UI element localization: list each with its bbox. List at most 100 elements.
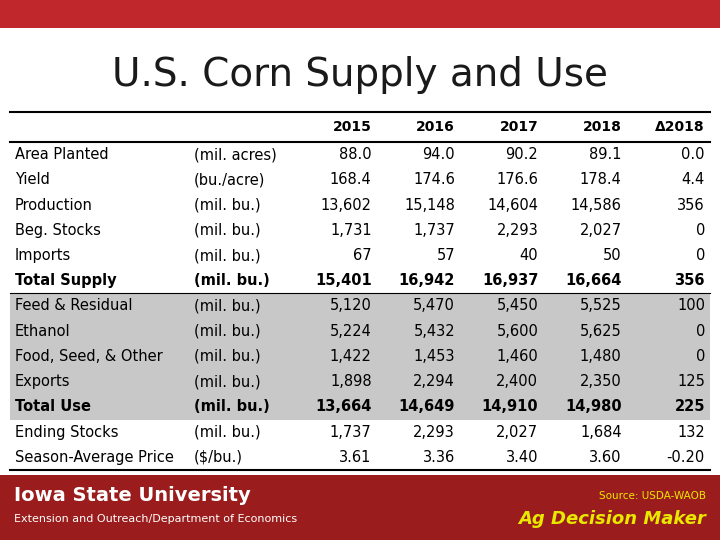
Text: Total Supply: Total Supply <box>15 273 117 288</box>
Text: 1,737: 1,737 <box>330 424 372 440</box>
Text: 356: 356 <box>678 198 705 213</box>
Text: 3.36: 3.36 <box>423 450 455 465</box>
Text: 2015: 2015 <box>333 120 372 134</box>
Text: 90.2: 90.2 <box>505 147 539 162</box>
Text: 5,470: 5,470 <box>413 299 455 314</box>
Text: 225: 225 <box>675 400 705 414</box>
Text: 5,450: 5,450 <box>497 299 539 314</box>
Text: (mil. bu.): (mil. bu.) <box>194 424 261 440</box>
Text: 14,910: 14,910 <box>482 400 539 414</box>
Text: 14,586: 14,586 <box>571 198 621 213</box>
Text: 132: 132 <box>678 424 705 440</box>
Text: (mil. bu.): (mil. bu.) <box>194 349 261 364</box>
FancyBboxPatch shape <box>0 0 720 28</box>
Text: (mil. acres): (mil. acres) <box>194 147 277 162</box>
FancyBboxPatch shape <box>10 167 710 192</box>
Text: Feed & Residual: Feed & Residual <box>15 299 132 314</box>
Text: 2016: 2016 <box>416 120 455 134</box>
Text: 0: 0 <box>696 349 705 364</box>
Text: Beg. Stocks: Beg. Stocks <box>15 223 101 238</box>
Text: 89.1: 89.1 <box>589 147 621 162</box>
Text: 3.60: 3.60 <box>589 450 621 465</box>
Text: ($/bu.): ($/bu.) <box>194 450 243 465</box>
FancyBboxPatch shape <box>10 394 710 420</box>
Text: Imports: Imports <box>15 248 71 263</box>
Text: Source: USDA-WAOB: Source: USDA-WAOB <box>598 491 706 501</box>
Text: (bu./acre): (bu./acre) <box>194 172 266 187</box>
Text: 50: 50 <box>603 248 621 263</box>
Text: 2,027: 2,027 <box>580 223 621 238</box>
Text: Δ2018: Δ2018 <box>655 120 705 134</box>
Text: 1,737: 1,737 <box>413 223 455 238</box>
Text: 1,480: 1,480 <box>580 349 621 364</box>
FancyBboxPatch shape <box>10 293 710 319</box>
Text: (mil. bu.): (mil. bu.) <box>194 198 261 213</box>
FancyBboxPatch shape <box>10 192 710 218</box>
Text: Yield: Yield <box>15 172 50 187</box>
Text: 1,898: 1,898 <box>330 374 372 389</box>
Text: Extension and Outreach/Department of Economics: Extension and Outreach/Department of Eco… <box>14 515 297 524</box>
Text: 16,937: 16,937 <box>482 273 539 288</box>
Text: 4.4: 4.4 <box>682 172 705 187</box>
FancyBboxPatch shape <box>10 369 710 394</box>
Text: 1,460: 1,460 <box>497 349 539 364</box>
Text: 2017: 2017 <box>500 120 539 134</box>
FancyBboxPatch shape <box>10 445 710 470</box>
Text: 13,664: 13,664 <box>315 400 372 414</box>
Text: (mil. bu.): (mil. bu.) <box>194 299 261 314</box>
Text: (mil. bu.): (mil. bu.) <box>194 374 261 389</box>
Text: 5,224: 5,224 <box>330 324 372 339</box>
Text: 2,400: 2,400 <box>496 374 539 389</box>
Text: 13,602: 13,602 <box>320 198 372 213</box>
Text: 0: 0 <box>696 248 705 263</box>
Text: 5,120: 5,120 <box>330 299 372 314</box>
FancyBboxPatch shape <box>10 344 710 369</box>
Text: Iowa State University: Iowa State University <box>14 486 251 505</box>
Text: 15,401: 15,401 <box>315 273 372 288</box>
Text: 0: 0 <box>696 324 705 339</box>
Text: Production: Production <box>15 198 93 213</box>
FancyBboxPatch shape <box>10 319 710 344</box>
FancyBboxPatch shape <box>10 268 710 293</box>
Text: 5,625: 5,625 <box>580 324 621 339</box>
Text: 16,942: 16,942 <box>399 273 455 288</box>
Text: U.S. Corn Supply and Use: U.S. Corn Supply and Use <box>112 56 608 94</box>
Text: 176.6: 176.6 <box>496 172 539 187</box>
Text: 40: 40 <box>520 248 539 263</box>
Text: 2,027: 2,027 <box>496 424 539 440</box>
Text: 15,148: 15,148 <box>404 198 455 213</box>
Text: Ethanol: Ethanol <box>15 324 71 339</box>
Text: 2,293: 2,293 <box>497 223 539 238</box>
Text: 168.4: 168.4 <box>330 172 372 187</box>
Text: 57: 57 <box>436 248 455 263</box>
Text: Exports: Exports <box>15 374 71 389</box>
Text: Food, Seed, & Other: Food, Seed, & Other <box>15 349 163 364</box>
Text: 2018: 2018 <box>582 120 621 134</box>
Text: Season-Average Price: Season-Average Price <box>15 450 174 465</box>
Text: 174.6: 174.6 <box>413 172 455 187</box>
Text: 2,293: 2,293 <box>413 424 455 440</box>
FancyBboxPatch shape <box>0 475 720 540</box>
FancyBboxPatch shape <box>10 420 710 445</box>
FancyBboxPatch shape <box>10 243 710 268</box>
Text: -0.20: -0.20 <box>667 450 705 465</box>
Text: 94.0: 94.0 <box>423 147 455 162</box>
Text: 0: 0 <box>696 223 705 238</box>
Text: 5,525: 5,525 <box>580 299 621 314</box>
Text: 1,731: 1,731 <box>330 223 372 238</box>
Text: 14,604: 14,604 <box>487 198 539 213</box>
Text: 88.0: 88.0 <box>339 147 372 162</box>
Text: 125: 125 <box>677 374 705 389</box>
Text: (mil. bu.): (mil. bu.) <box>194 273 270 288</box>
FancyBboxPatch shape <box>10 112 710 142</box>
Text: 67: 67 <box>353 248 372 263</box>
FancyBboxPatch shape <box>10 218 710 243</box>
Text: Ag Decision Maker: Ag Decision Maker <box>518 510 706 528</box>
Text: Total Use: Total Use <box>15 400 91 414</box>
Text: 1,684: 1,684 <box>580 424 621 440</box>
Text: 16,664: 16,664 <box>565 273 621 288</box>
Text: (mil. bu.): (mil. bu.) <box>194 223 261 238</box>
Text: 2,350: 2,350 <box>580 374 621 389</box>
Text: 178.4: 178.4 <box>580 172 621 187</box>
Text: Area Planted: Area Planted <box>15 147 109 162</box>
